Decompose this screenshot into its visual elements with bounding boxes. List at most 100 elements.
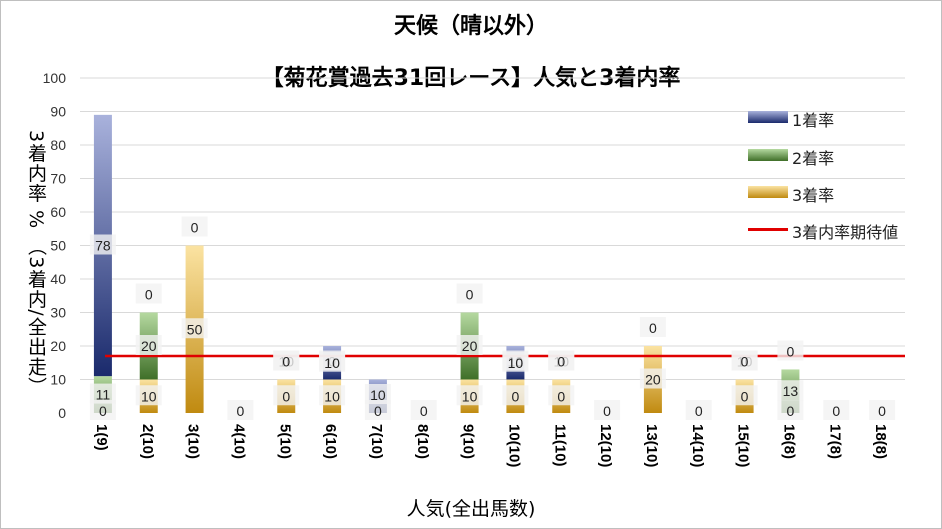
data-label-bg bbox=[89, 234, 116, 255]
x-tick-label: 15(10) bbox=[735, 424, 752, 467]
x-tick-label: 3(10) bbox=[185, 424, 202, 459]
data-label-bg bbox=[319, 385, 346, 406]
x-tick-label: 17(8) bbox=[826, 424, 843, 459]
data-label: 0 bbox=[695, 403, 703, 419]
data-label: 0 bbox=[832, 403, 840, 419]
data-label-bg bbox=[777, 400, 804, 420]
y-tick-label: 20 bbox=[50, 338, 66, 354]
data-label: 10 bbox=[462, 388, 478, 404]
data-label: 0 bbox=[374, 403, 382, 419]
x-tick-label: 6(10) bbox=[322, 424, 339, 459]
y-axis-label: 3着内率 % （3着内/全出走） bbox=[25, 130, 47, 397]
data-label-bg bbox=[273, 385, 300, 406]
data-label-bg bbox=[135, 335, 162, 355]
data-label: 0 bbox=[420, 403, 428, 419]
x-tick-label: 11(10) bbox=[551, 424, 568, 467]
legend-swatch-3rd bbox=[748, 186, 788, 198]
data-label-bg bbox=[410, 400, 437, 420]
y-tick-label: 80 bbox=[50, 137, 66, 153]
data-label: 0 bbox=[191, 220, 199, 236]
data-label-bg bbox=[823, 400, 850, 420]
data-label-bg bbox=[364, 384, 391, 404]
data-label: 0 bbox=[787, 343, 795, 359]
data-label: 0 bbox=[466, 287, 474, 303]
data-label: 0 bbox=[603, 403, 611, 419]
data-label: 0 bbox=[741, 354, 749, 370]
data-label-bg bbox=[135, 283, 162, 304]
data-label: 0 bbox=[741, 388, 749, 404]
x-tick-label: 5(10) bbox=[276, 424, 293, 459]
legend-label-2nd: 2着率 bbox=[792, 149, 835, 168]
data-label-bg bbox=[685, 400, 712, 420]
data-label-bg bbox=[181, 216, 208, 237]
data-label: 0 bbox=[557, 388, 565, 404]
data-label-bg bbox=[181, 318, 208, 339]
data-label: 78 bbox=[95, 238, 111, 254]
x-tick-label: 13(10) bbox=[643, 424, 660, 467]
data-label-bg bbox=[502, 351, 529, 372]
data-label: 10 bbox=[508, 355, 524, 371]
legend-swatch-1st bbox=[748, 111, 788, 123]
y-tick-label: 100 bbox=[43, 70, 67, 86]
data-label: 50 bbox=[187, 321, 203, 337]
data-label: 10 bbox=[370, 387, 386, 403]
chart-title: 天候（晴以外） bbox=[393, 14, 548, 39]
data-label-bg bbox=[548, 385, 575, 406]
data-label: 10 bbox=[324, 388, 340, 404]
x-tick-label: 18(8) bbox=[872, 424, 889, 459]
data-label-bg bbox=[639, 368, 666, 389]
data-label: 13 bbox=[783, 383, 799, 399]
y-tick-label: 10 bbox=[50, 372, 66, 388]
data-label-bg bbox=[594, 400, 621, 420]
data-label: 0 bbox=[282, 388, 290, 404]
data-label: 0 bbox=[237, 403, 245, 419]
data-label: 20 bbox=[141, 338, 157, 354]
x-tick-label: 7(10) bbox=[368, 424, 385, 459]
data-label-bg bbox=[777, 340, 804, 361]
data-label-bg bbox=[273, 350, 300, 371]
data-label: 10 bbox=[324, 355, 340, 371]
data-label-bg bbox=[869, 400, 896, 420]
data-label: 0 bbox=[557, 354, 565, 370]
data-label-bg bbox=[731, 385, 758, 406]
y-tick-label: 0 bbox=[58, 405, 66, 421]
data-label-bg bbox=[502, 385, 529, 406]
y-tick-label: 70 bbox=[50, 171, 66, 187]
data-label: 20 bbox=[462, 338, 478, 354]
legend-swatch-expected bbox=[748, 228, 788, 231]
data-label-bg bbox=[456, 283, 483, 304]
y-tick-label: 60 bbox=[50, 204, 66, 220]
x-tick-label: 12(10) bbox=[597, 424, 614, 467]
data-label-bg bbox=[135, 385, 162, 406]
y-tick-label: 90 bbox=[50, 104, 66, 120]
x-tick-label: 4(10) bbox=[230, 424, 247, 459]
data-label-bg bbox=[548, 350, 575, 371]
data-label-bg bbox=[89, 400, 116, 420]
data-label-bg bbox=[777, 380, 804, 401]
legend-label-1st: 1着率 bbox=[792, 111, 835, 130]
y-tick-label: 40 bbox=[50, 271, 66, 287]
data-label: 11 bbox=[96, 387, 111, 403]
data-label-bg bbox=[456, 335, 483, 355]
data-label-bg bbox=[89, 383, 116, 404]
data-label: 0 bbox=[878, 403, 886, 419]
data-label-bg bbox=[639, 317, 666, 337]
x-tick-label: 1(9) bbox=[93, 424, 110, 451]
x-tick-label: 14(10) bbox=[689, 424, 706, 467]
y-tick-label: 30 bbox=[50, 305, 66, 321]
x-tick-label: 2(10) bbox=[139, 424, 156, 459]
x-tick-label: 9(10) bbox=[460, 424, 477, 459]
data-label-bg bbox=[227, 400, 254, 420]
data-label: 0 bbox=[99, 403, 107, 419]
data-label: 10 bbox=[141, 388, 157, 404]
x-tick-label: 10(10) bbox=[505, 424, 522, 467]
data-label: 20 bbox=[645, 372, 661, 388]
data-label: 0 bbox=[282, 354, 290, 370]
data-label: 0 bbox=[787, 403, 795, 419]
legend-label-3rd: 3着率 bbox=[792, 186, 835, 205]
data-label-bg bbox=[364, 400, 391, 420]
data-label-bg bbox=[319, 351, 346, 372]
data-label: 0 bbox=[145, 287, 153, 303]
